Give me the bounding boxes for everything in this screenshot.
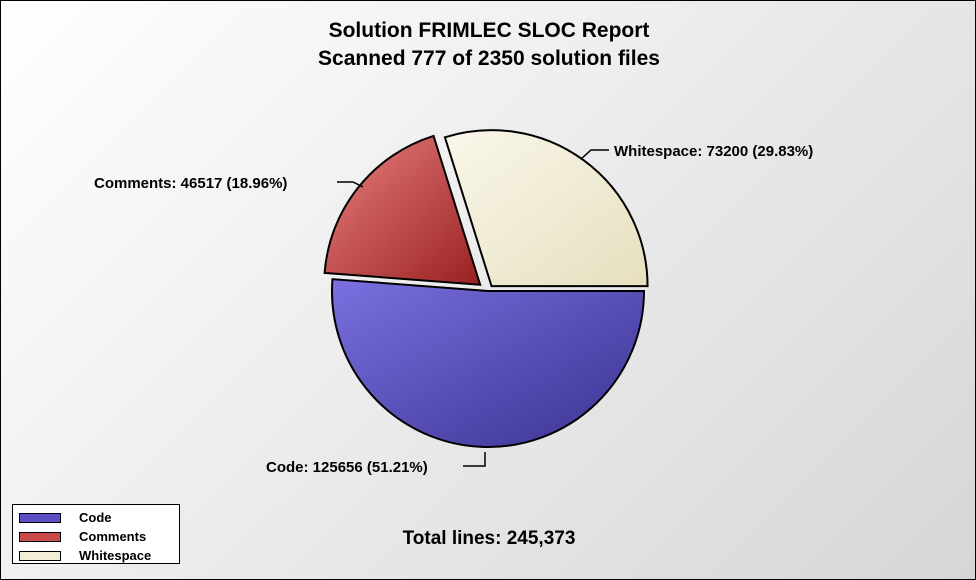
- legend-swatch-whitespace: [19, 550, 61, 561]
- legend-item-whitespace: Whitespace: [19, 546, 179, 565]
- leader-line-code: [463, 452, 486, 467]
- pie-slice-code: [331, 278, 646, 449]
- pie-leader-lines: [337, 149, 609, 467]
- legend-label-whitespace: Whitespace: [79, 548, 152, 563]
- chart-title: Solution FRIMLEC SLOC Report: [329, 19, 650, 42]
- leader-line-whitespace: [580, 149, 609, 160]
- pie-slice-whitespace: [443, 129, 649, 288]
- slice-label-code: Code: 125656 (51.21%): [266, 459, 428, 476]
- legend-swatch-code: [19, 512, 61, 523]
- chart-legend: Code Comments Whitespace: [12, 504, 180, 564]
- pie-slice-labels: Code: 125656 (51.21%) Comments: 46517 (18…: [94, 143, 813, 476]
- pie-slices: [323, 129, 649, 449]
- pie-slice-comments: [323, 134, 482, 286]
- slice-label-comments: Comments: 46517 (18.96%): [94, 175, 287, 192]
- legend-swatch-comments: [19, 531, 61, 542]
- chart-subtitle: Scanned 777 of 2350 solution files: [318, 47, 660, 70]
- leader-line-comments: [337, 181, 364, 188]
- slice-label-whitespace: Whitespace: 73200 (29.83%): [614, 143, 813, 160]
- legend-label-code: Code: [79, 510, 112, 525]
- legend-item-comments: Comments: [19, 527, 179, 546]
- legend-label-comments: Comments: [79, 529, 147, 544]
- total-lines-label: Total lines: 245,373: [403, 528, 576, 549]
- legend-item-code: Code: [19, 508, 179, 527]
